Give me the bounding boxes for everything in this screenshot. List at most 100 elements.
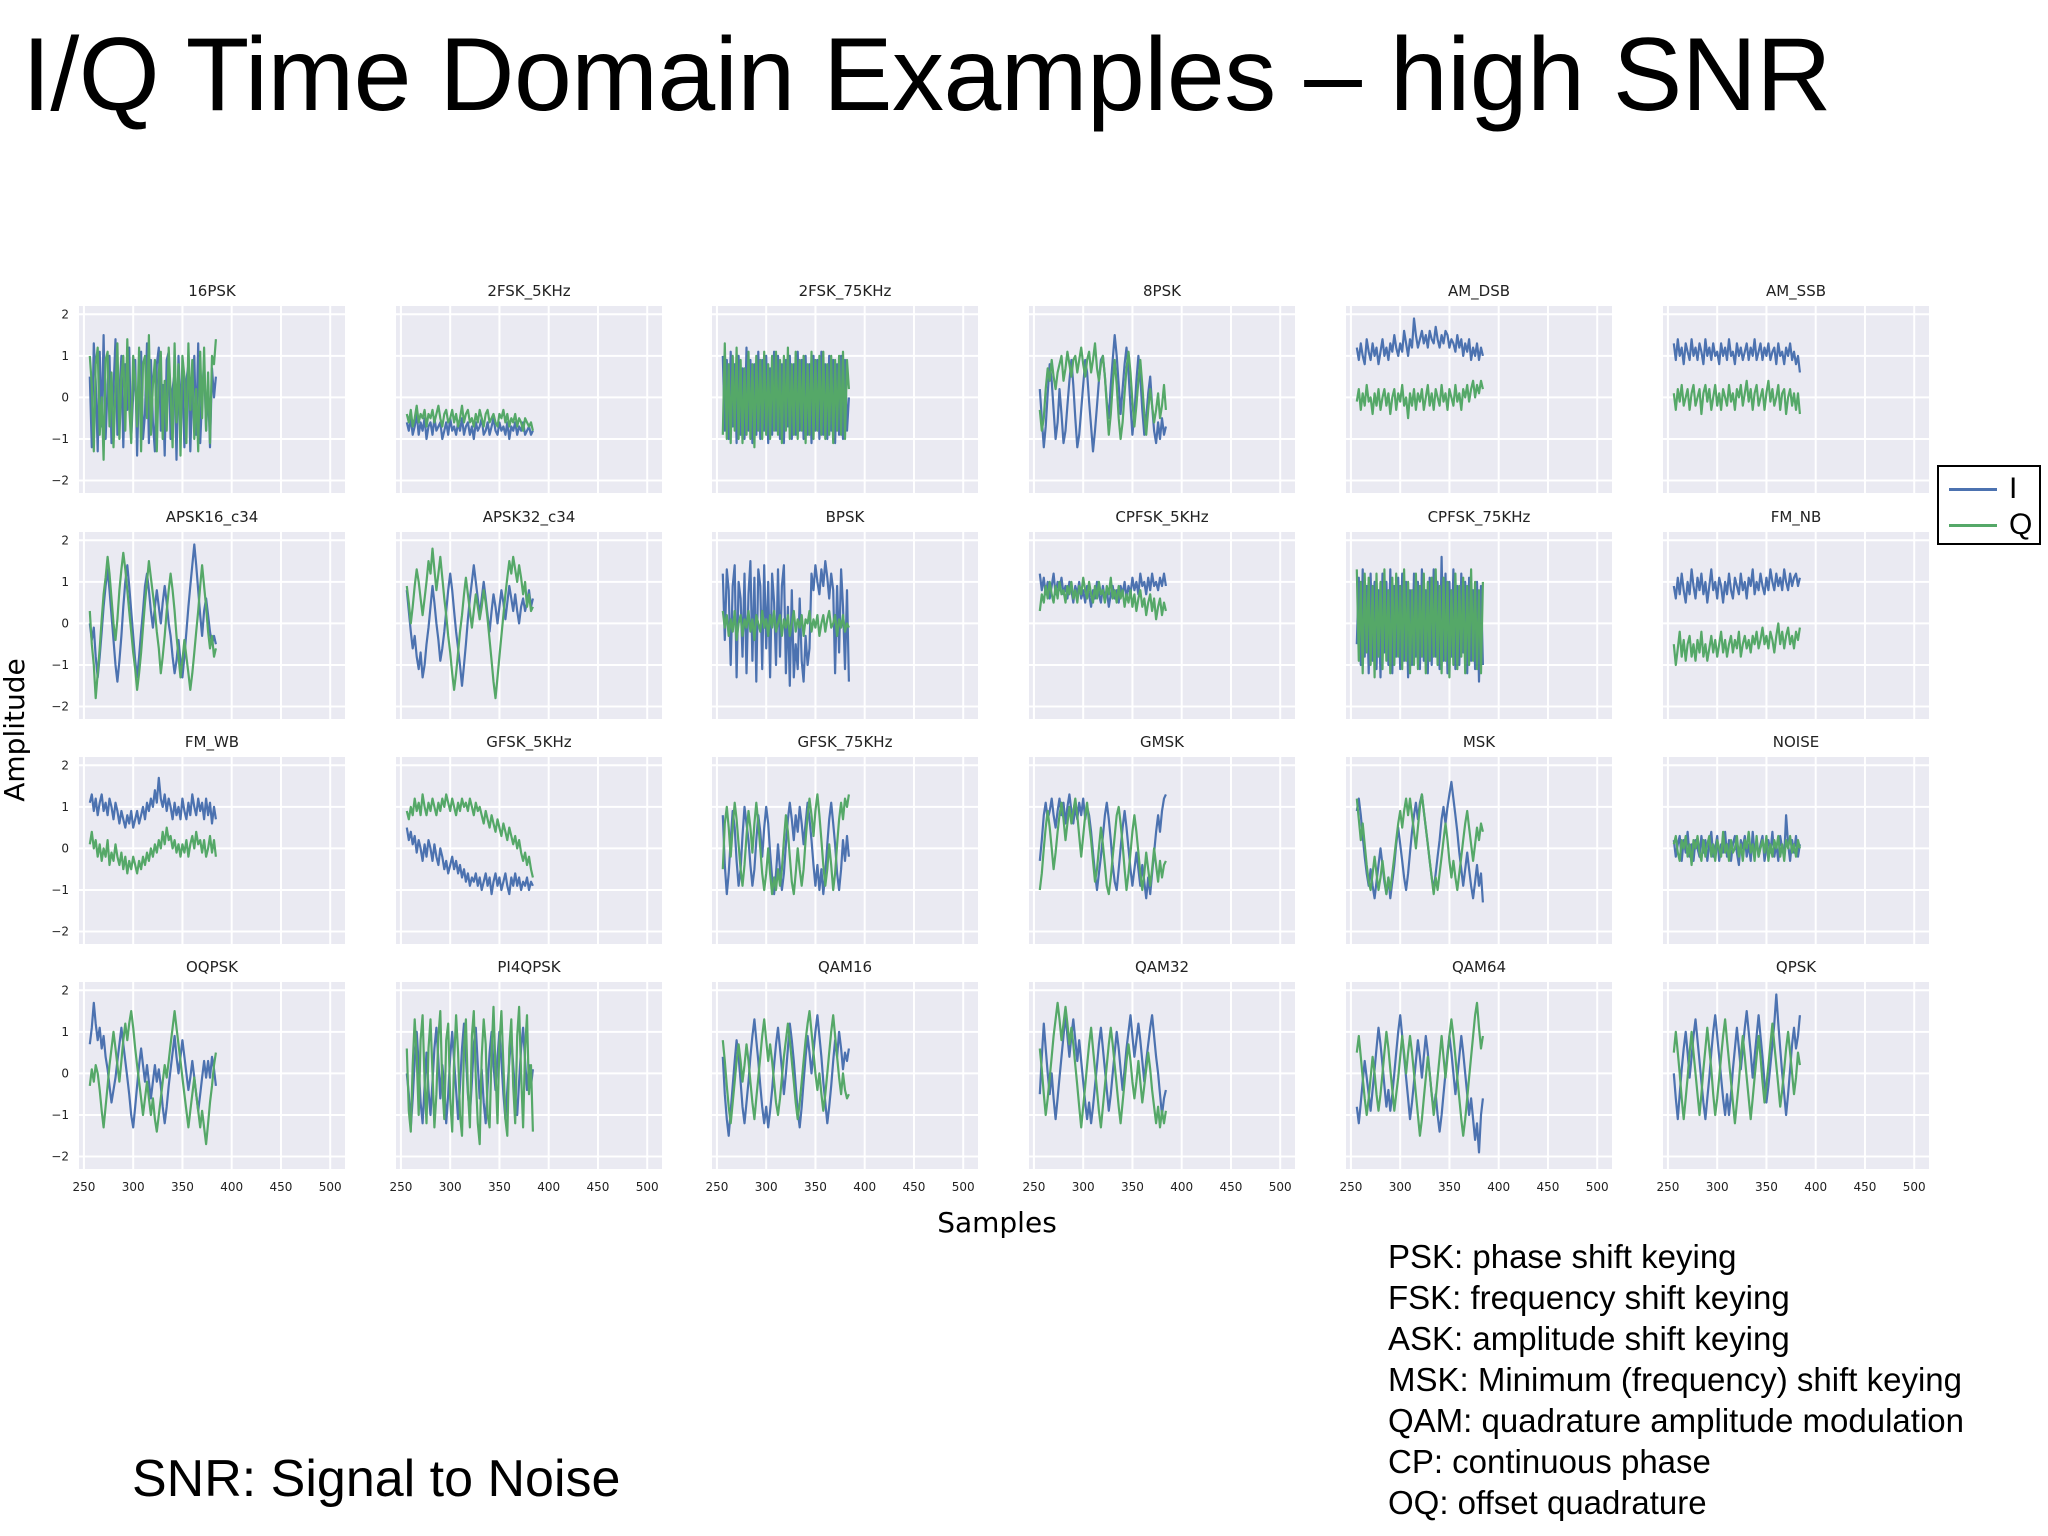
x-tick-label: 400 xyxy=(853,1180,876,1194)
y-tick-label: −1 xyxy=(51,658,69,672)
y-tick-label: −1 xyxy=(51,883,69,897)
y-tick-label: −2 xyxy=(51,1150,69,1164)
x-tick-label: 450 xyxy=(270,1180,293,1194)
x-tick-label: 500 xyxy=(1269,1180,1292,1194)
series-q-line xyxy=(1355,568,1484,679)
series-q-line xyxy=(405,404,534,432)
panels-layer: 16PSK 2 1 0 −1 −2 2FSK_5KHz 2FSK_75KHz 8PSK AM_DS… xyxy=(51,282,1929,1194)
subplot-title: GFSK_75KHz xyxy=(798,733,893,752)
y-tick-label: 0 xyxy=(61,841,69,855)
subplot-cpfsk-5khz: CPFSK_5KHz xyxy=(1029,508,1295,719)
y-tick-label: 2 xyxy=(61,758,69,772)
series-q-line xyxy=(721,342,850,449)
y-tick-label: −2 xyxy=(51,474,69,488)
series-q-line xyxy=(721,609,850,642)
subplot-title: MSK xyxy=(1463,733,1496,751)
series-q-line xyxy=(1038,1001,1167,1129)
series-q-line xyxy=(88,334,217,461)
x-tick-label: 350 xyxy=(171,1180,194,1194)
series-q-line xyxy=(1355,1001,1484,1137)
series-q-line xyxy=(88,1009,217,1146)
subplot-gfsk-5khz: GFSK_5KHz xyxy=(396,733,662,944)
x-tick-label: 450 xyxy=(903,1180,926,1194)
x-tick-label: 450 xyxy=(1854,1180,1877,1194)
plot-area xyxy=(1029,532,1295,719)
y-axis-label: Amplitude xyxy=(0,658,31,802)
series-i-line xyxy=(1038,572,1167,608)
y-tick-label: 0 xyxy=(61,390,69,404)
series-q-line xyxy=(1672,1018,1801,1125)
subplot-title: FM_WB xyxy=(185,733,239,752)
subplot-title: PI4QPSK xyxy=(497,958,561,976)
series-q-line xyxy=(1355,793,1484,896)
x-tick-label: 300 xyxy=(1706,1180,1729,1194)
subplot-title: AM_SSB xyxy=(1766,282,1826,301)
series-q-line xyxy=(405,793,534,878)
x-tick-label: 450 xyxy=(1537,1180,1560,1194)
series-q-line xyxy=(1672,622,1801,667)
series-i-line xyxy=(1355,317,1484,366)
x-tick-label: 300 xyxy=(122,1180,145,1194)
plot-area xyxy=(396,306,662,493)
legend-line-i xyxy=(1949,488,1997,491)
legend-line-q xyxy=(1949,524,1997,527)
y-tick-label: 0 xyxy=(61,1066,69,1080)
x-tick-label: 450 xyxy=(587,1180,610,1194)
abbreviation-definitions: PSK: phase shift keying FSK: frequency s… xyxy=(1388,1236,1964,1523)
subplot-title: APSK32_c34 xyxy=(483,508,576,527)
series-i-line xyxy=(721,1014,850,1137)
legend-entry-i: I xyxy=(1939,471,2039,507)
x-tick-label: 400 xyxy=(1804,1180,1827,1194)
y-tick-label: 2 xyxy=(61,983,69,997)
x-tick-label: 250 xyxy=(1339,1180,1362,1194)
plot-area xyxy=(1029,982,1295,1169)
definition-qam: QAM: quadrature amplitude modulation xyxy=(1388,1402,1964,1439)
x-tick-label: 350 xyxy=(1755,1180,1778,1194)
definition-cp: CP: continuous phase xyxy=(1388,1443,1711,1480)
legend-label-i: I xyxy=(2009,472,2018,505)
subplot-title: GFSK_5KHz xyxy=(486,733,572,752)
y-tick-label: −2 xyxy=(51,925,69,939)
subplot-title: APSK16_c34 xyxy=(166,508,259,527)
x-tick-label: 500 xyxy=(636,1180,659,1194)
subplot-gmsk: GMSK xyxy=(1029,733,1295,944)
series-q-line xyxy=(1038,576,1167,621)
plot-area xyxy=(1346,306,1612,493)
subplot-title: CPFSK_75KHz xyxy=(1428,508,1531,527)
x-tick-label: 350 xyxy=(1121,1180,1144,1194)
plot-area xyxy=(1029,757,1295,944)
subplot-title: QAM64 xyxy=(1452,958,1506,976)
subplot-oqpsk: OQPSK 2 1 0 −1 −2 250 300 350 400 450 500 xyxy=(51,958,345,1194)
y-tick-label: 2 xyxy=(61,533,69,547)
y-tick-label: 2 xyxy=(61,307,69,321)
subplot-title: CPFSK_5KHz xyxy=(1115,508,1208,527)
x-tick-label: 250 xyxy=(1656,1180,1679,1194)
definition-msk: MSK: Minimum (frequency) shift keying xyxy=(1388,1361,1963,1398)
subplot-cpfsk-75khz: CPFSK_75KHz xyxy=(1346,508,1612,719)
y-tick-label: −1 xyxy=(51,432,69,446)
subplot-gfsk-75khz: GFSK_75KHz xyxy=(712,733,978,944)
y-tick-label: 1 xyxy=(61,800,69,814)
x-tick-label: 450 xyxy=(1220,1180,1243,1194)
x-axis-label: Samples xyxy=(937,1206,1057,1239)
subplot-title: 2FSK_5KHz xyxy=(487,282,570,301)
y-tick-label: 0 xyxy=(61,616,69,630)
series-q-line xyxy=(1672,830,1801,867)
legend: I Q xyxy=(1937,465,2041,545)
definition-psk: PSK: phase shift keying xyxy=(1388,1238,1737,1275)
subplot-am-dsb: AM_DSB xyxy=(1346,282,1612,493)
subplot-16psk: 16PSK 2 1 0 −1 −2 xyxy=(51,282,345,493)
plot-area xyxy=(1346,757,1612,944)
subplot-apsk32-c34: APSK32_c34 xyxy=(396,508,662,719)
x-tick-label: 300 xyxy=(1072,1180,1095,1194)
series-q-line xyxy=(88,551,217,700)
x-tick-label: 250 xyxy=(72,1180,95,1194)
x-tick-label: 250 xyxy=(389,1180,412,1194)
subplot-title: GMSK xyxy=(1140,733,1185,751)
subplot-2fsk-5khz: 2FSK_5KHz xyxy=(396,282,662,493)
series-q-line xyxy=(721,1009,850,1125)
x-tick-label: 500 xyxy=(952,1180,975,1194)
definition-fsk: FSK: frequency shift keying xyxy=(1388,1279,1790,1316)
definition-oq: OQ: offset quadrature xyxy=(1388,1484,1707,1521)
subplot-title: QAM16 xyxy=(818,958,872,976)
